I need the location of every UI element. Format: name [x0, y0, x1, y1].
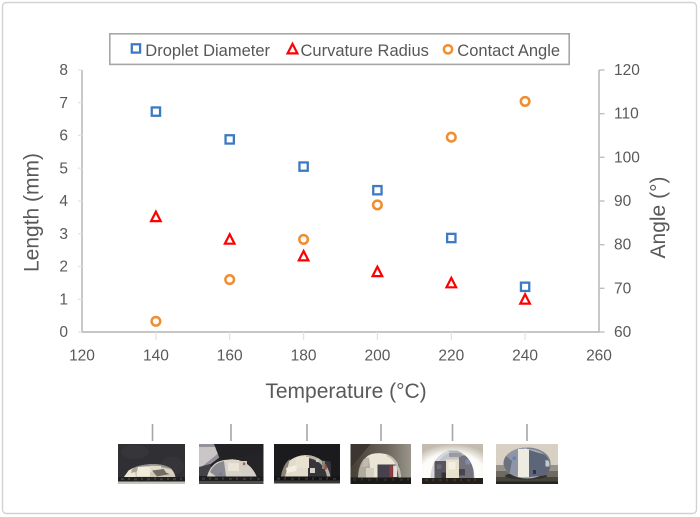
- svg-text:220: 220: [438, 348, 464, 365]
- svg-text:Length (mm): Length (mm): [21, 153, 44, 272]
- svg-text:Curvature Radius: Curvature Radius: [301, 42, 429, 60]
- svg-text:3: 3: [59, 226, 68, 243]
- svg-text:140: 140: [143, 348, 169, 365]
- svg-text:60: 60: [614, 324, 632, 341]
- svg-text:70: 70: [614, 280, 632, 297]
- svg-text:2: 2: [59, 259, 68, 276]
- svg-text:5: 5: [59, 160, 68, 177]
- svg-text:Droplet Diameter: Droplet Diameter: [145, 42, 270, 60]
- svg-text:Angle (°): Angle (°): [647, 177, 670, 259]
- svg-text:1: 1: [59, 291, 68, 308]
- svg-text:120: 120: [614, 62, 640, 79]
- svg-text:8: 8: [59, 62, 68, 79]
- svg-text:260: 260: [586, 348, 612, 365]
- svg-text:110: 110: [614, 106, 639, 123]
- svg-text:Contact Angle: Contact Angle: [457, 42, 560, 60]
- svg-text:100: 100: [614, 149, 640, 166]
- svg-text:6: 6: [59, 128, 68, 145]
- svg-text:240: 240: [512, 348, 538, 365]
- svg-text:120: 120: [69, 348, 95, 365]
- svg-text:90: 90: [614, 193, 632, 210]
- svg-text:0: 0: [59, 324, 68, 341]
- svg-text:160: 160: [217, 348, 243, 365]
- svg-text:80: 80: [614, 237, 632, 254]
- svg-text:Temperature (°C): Temperature (°C): [265, 380, 426, 403]
- svg-text:4: 4: [59, 193, 68, 210]
- svg-text:180: 180: [291, 348, 317, 365]
- svg-text:200: 200: [364, 348, 390, 365]
- svg-text:7: 7: [59, 95, 68, 112]
